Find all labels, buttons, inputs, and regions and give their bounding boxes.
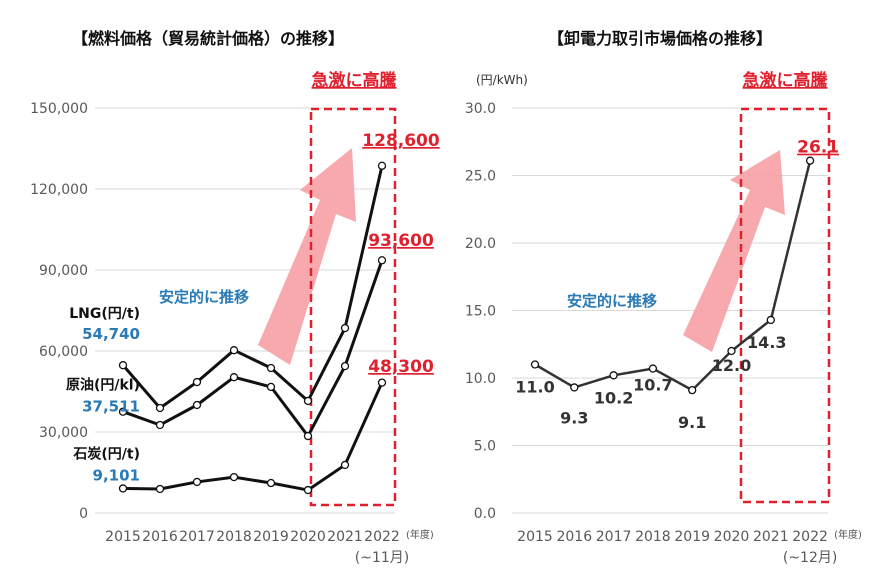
data-point — [118, 407, 128, 416]
data-point — [155, 484, 165, 494]
data-point — [377, 161, 387, 170]
data-point — [192, 400, 202, 410]
x-note-label: (~12月) — [783, 550, 837, 566]
data-label: 9.1 — [678, 413, 706, 432]
y-axis-label: (円/kWh) — [476, 73, 528, 87]
data-point — [118, 361, 128, 370]
x-unit-label: (年度) — [406, 528, 434, 541]
x-tick-label: 2019 — [253, 529, 289, 545]
x-tick-label: 2016 — [142, 529, 178, 545]
data-point — [530, 360, 540, 369]
data-point — [229, 472, 239, 482]
stable-annotation: 安定的に推移 — [159, 288, 249, 306]
surge-highlight-box — [739, 107, 831, 504]
y-tick-label: 10.0 — [465, 371, 496, 387]
surge-arrow — [683, 150, 785, 352]
x-tick-label: 2020 — [714, 529, 750, 545]
data-point — [340, 460, 350, 470]
data-point — [155, 403, 165, 413]
x-tick-label: 2022 — [792, 529, 828, 545]
y-tick-label: 30,000 — [39, 425, 88, 441]
data-label: 10.2 — [594, 388, 633, 407]
data-point — [303, 485, 313, 495]
series-end-value: 128,600 — [362, 131, 440, 151]
series-end-value: 48,300 — [368, 357, 434, 377]
data-point — [155, 420, 165, 430]
surge-arrow — [258, 148, 356, 365]
x-tick-label: 2021 — [327, 529, 363, 545]
x-tick-label: 2021 — [753, 529, 789, 545]
series-name-label: 原油(円/kl) — [66, 377, 140, 394]
data-point — [340, 323, 350, 333]
data-point — [266, 478, 276, 488]
x-tick-label: 2018 — [216, 529, 252, 545]
data-label: 14.3 — [747, 333, 786, 352]
series-name-label: LNG(円/t) — [69, 306, 140, 322]
surge-highlight-box — [309, 107, 397, 507]
data-point — [303, 396, 313, 406]
data-point — [766, 315, 775, 325]
data-label: 10.7 — [633, 376, 672, 395]
y-tick-label: 30.0 — [465, 101, 496, 117]
data-label: 11.0 — [515, 378, 554, 397]
chart-title: 【燃料価格（貿易統計価格）の推移】 — [72, 29, 344, 48]
surge-annotation: 急激に高騰 — [743, 70, 829, 91]
data-label: 9.3 — [560, 408, 588, 427]
chart-title: 【卸電力取引市場価格の推移】 — [548, 29, 772, 48]
y-tick-label: 15.0 — [465, 304, 496, 320]
data-point — [192, 377, 202, 387]
stable-annotation: 安定的に推移 — [567, 292, 657, 310]
data-point — [648, 364, 658, 373]
data-point — [266, 382, 276, 392]
data-point — [229, 373, 239, 382]
data-point — [377, 378, 387, 387]
y-tick-label: 150,000 — [30, 101, 88, 117]
data-point — [340, 361, 350, 371]
y-tick-label: 60,000 — [39, 344, 88, 360]
series-line — [121, 165, 384, 410]
y-tick-label: 0.0 — [474, 506, 496, 522]
y-tick-label: 0 — [79, 506, 88, 522]
data-point — [377, 256, 387, 265]
x-tick-label: 2019 — [674, 529, 710, 545]
series-line — [122, 259, 384, 438]
x-tick-label: 2016 — [556, 529, 592, 545]
data-point — [229, 346, 239, 355]
data-point — [570, 383, 579, 392]
x-tick-label: 2020 — [290, 529, 326, 545]
data-label: 12.0 — [712, 356, 751, 375]
x-tick-label: 2022 — [364, 529, 400, 545]
x-tick-label: 2017 — [596, 529, 632, 545]
y-tick-label: 25.0 — [465, 169, 496, 185]
y-tick-label: 20.0 — [465, 236, 496, 252]
data-point — [688, 385, 697, 395]
series-line — [534, 160, 812, 392]
data-label: 26.1 — [797, 138, 839, 158]
x-tick-label: 2017 — [179, 529, 215, 545]
data-point — [266, 363, 276, 373]
data-point — [609, 371, 618, 380]
series-end-value: 93,600 — [368, 231, 434, 251]
series-start-value: 37,511 — [82, 398, 140, 416]
surge-annotation: 急激に高騰 — [312, 70, 398, 91]
y-tick-label: 5.0 — [474, 439, 496, 455]
data-point — [805, 156, 815, 165]
x-tick-label: 2015 — [517, 529, 553, 545]
data-point — [727, 346, 736, 356]
series-name-label: 石炭(円/t) — [72, 445, 140, 462]
series-start-value: 9,101 — [93, 466, 140, 484]
x-tick-label: 2015 — [105, 529, 141, 545]
x-note-label: (~11月) — [355, 550, 409, 566]
y-tick-label: 90,000 — [39, 263, 88, 279]
x-unit-label: (年度) — [834, 528, 862, 541]
x-tick-label: 2018 — [635, 529, 671, 545]
data-point — [192, 477, 202, 487]
series-line — [122, 381, 384, 492]
data-point — [118, 484, 128, 493]
series-start-value: 54,740 — [82, 325, 140, 343]
y-tick-label: 120,000 — [30, 182, 88, 198]
data-point — [303, 431, 313, 441]
